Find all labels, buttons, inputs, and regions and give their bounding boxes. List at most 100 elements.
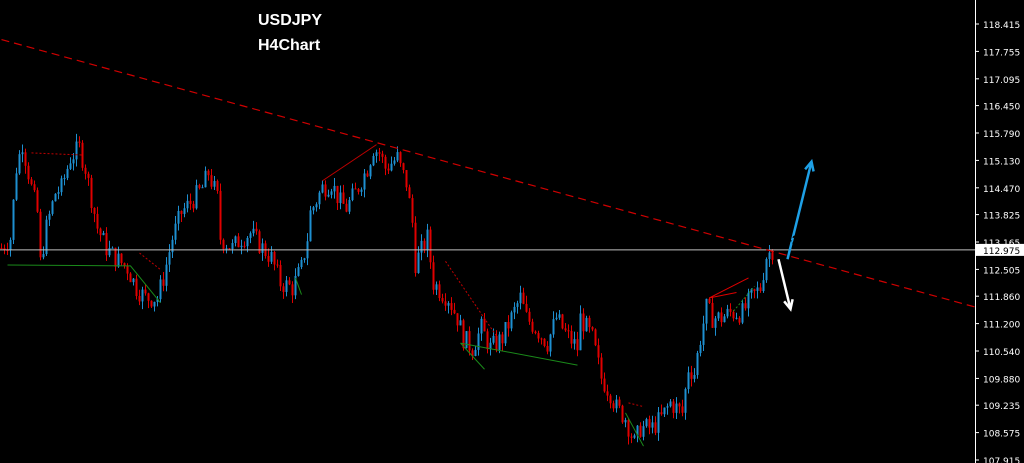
- candle-body: [270, 251, 273, 262]
- candle-body: [552, 319, 555, 335]
- candle-body: [75, 141, 78, 160]
- candle-body: [84, 167, 87, 174]
- candle-body: [219, 190, 222, 240]
- candle-body: [261, 243, 264, 253]
- candle-body: [483, 318, 486, 332]
- candle-body: [393, 160, 396, 164]
- candle-body: [705, 298, 708, 324]
- chart-subtitle: H4Chart: [258, 37, 321, 54]
- candle-body: [66, 168, 69, 178]
- candle-body: [327, 194, 330, 197]
- candle-body: [33, 184, 36, 191]
- candle-body: [81, 142, 84, 168]
- y-tick-label: 109.880: [983, 375, 1020, 385]
- y-tick-label: 108.575: [983, 430, 1020, 440]
- candle-body: [669, 401, 672, 407]
- candle-body: [15, 173, 18, 200]
- candle-body: [147, 293, 150, 301]
- candle-body: [537, 333, 540, 339]
- candle-body: [315, 204, 318, 208]
- candle-body: [279, 265, 282, 287]
- current-price-label: 112.975: [983, 247, 1020, 257]
- candle-body: [399, 152, 402, 164]
- candle-body: [222, 239, 225, 250]
- candle-body: [723, 316, 726, 323]
- candle-body: [345, 203, 348, 212]
- candle-body: [267, 255, 270, 262]
- candle-body: [435, 284, 438, 290]
- candle-body: [357, 189, 360, 192]
- candle-body: [456, 313, 459, 326]
- candle-body: [54, 193, 57, 202]
- candle-body: [102, 233, 105, 236]
- candle-body: [714, 318, 717, 328]
- candle-body: [615, 399, 618, 409]
- candle-body: [258, 231, 261, 253]
- candle-body: [153, 301, 156, 307]
- candle-body: [105, 233, 108, 256]
- candle-body: [579, 313, 582, 351]
- candle-body: [699, 344, 702, 354]
- candle-body: [159, 279, 162, 300]
- pattern-line: [31, 152, 83, 156]
- candle-body: [126, 265, 129, 274]
- candle-body: [522, 292, 525, 304]
- y-tick-label: 113.825: [983, 212, 1020, 222]
- candle-body: [108, 248, 111, 256]
- price-axis: 118.415 117.755 117.095 116.450 115.790 115.1…: [975, 0, 1024, 463]
- candle-body: [576, 339, 579, 351]
- candle-body: [78, 141, 81, 143]
- candle-body: [273, 251, 276, 265]
- pattern-line: [460, 342, 578, 366]
- candle-body: [582, 313, 585, 332]
- candle-body: [651, 422, 654, 428]
- candle-body: [690, 372, 693, 379]
- candle-body: [12, 199, 15, 240]
- candle-body: [711, 302, 714, 328]
- pattern-line: [460, 342, 485, 370]
- candle-body: [549, 334, 552, 352]
- candle-body: [300, 259, 303, 268]
- candle-body: [342, 192, 345, 204]
- candle-body: [351, 188, 354, 201]
- candle-body: [447, 303, 450, 306]
- candle-body: [366, 173, 369, 177]
- y-tick-label: 116.450: [983, 103, 1020, 113]
- candle-body: [282, 286, 285, 292]
- candle-body: [231, 243, 234, 250]
- y-tick-label: 114.470: [983, 185, 1020, 195]
- y-tick-label: 109.235: [983, 402, 1020, 412]
- candle-body: [450, 303, 453, 310]
- candle-body: [237, 236, 240, 248]
- candle-body: [588, 317, 591, 328]
- candle-body: [420, 240, 423, 253]
- arrow-up-icon: [786, 161, 813, 260]
- pattern-line: [628, 402, 644, 408]
- candle-body: [396, 152, 399, 161]
- candle-body: [462, 320, 465, 349]
- resistance-label: 113.00-20: [752, 233, 806, 247]
- pattern-line: [709, 277, 749, 299]
- candle-body: [117, 253, 120, 267]
- candle-body: [36, 190, 39, 212]
- candle-body: [666, 406, 669, 408]
- y-tick-label: 118.415: [983, 21, 1020, 31]
- candle-body: [285, 280, 288, 292]
- candle-body: [426, 229, 429, 250]
- y-tick-label: 111.200: [983, 321, 1020, 331]
- candle-body: [324, 184, 327, 197]
- candle-body: [57, 192, 60, 194]
- candle-body: [729, 308, 732, 312]
- candle-body: [732, 311, 735, 319]
- y-tick-label: 107.915: [983, 457, 1020, 463]
- candle-body: [252, 228, 255, 234]
- candle-body: [312, 207, 315, 211]
- pattern-line: [709, 291, 737, 299]
- candle-body: [60, 178, 63, 193]
- candle-body: [696, 353, 699, 376]
- candle-body: [513, 306, 516, 313]
- candle-body: [150, 300, 153, 307]
- candle-body: [534, 331, 537, 334]
- candle-body: [459, 320, 462, 326]
